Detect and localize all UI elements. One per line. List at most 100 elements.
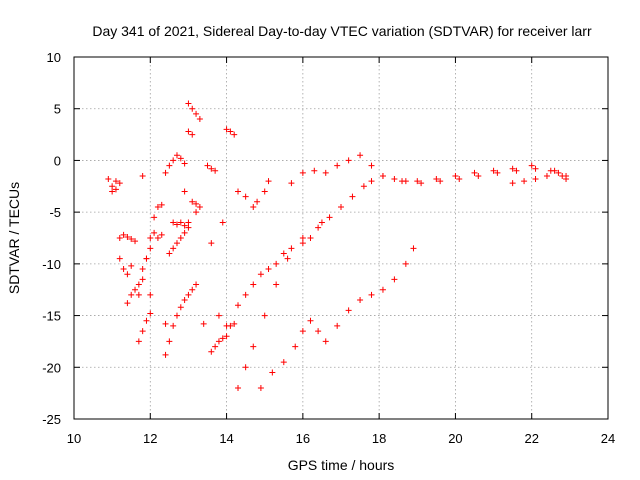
- x-tick-label: 22: [524, 431, 538, 446]
- data-point: [231, 320, 238, 327]
- data-point: [215, 338, 222, 345]
- data-point: [109, 183, 116, 190]
- data-point: [254, 198, 261, 205]
- y-tick-label: -20: [42, 360, 61, 375]
- data-point: [402, 260, 409, 267]
- data-point: [391, 276, 398, 283]
- data-point: [368, 162, 375, 169]
- series-arc-20: [227, 219, 325, 329]
- data-point: [494, 169, 501, 176]
- series-arc-3: [116, 255, 135, 278]
- data-point: [200, 320, 207, 327]
- y-tick-label: 5: [54, 102, 61, 117]
- data-point: [158, 201, 165, 208]
- series-arc-11: [166, 224, 192, 257]
- series-arc-7: [139, 245, 154, 273]
- data-point: [299, 240, 306, 247]
- data-point: [116, 235, 123, 241]
- data-point: [173, 312, 180, 319]
- data-point: [196, 116, 203, 123]
- data-point: [235, 302, 242, 309]
- data-point: [177, 155, 184, 162]
- data-point: [528, 162, 535, 169]
- data-point: [147, 310, 154, 317]
- data-point: [299, 328, 306, 335]
- series-arc-4: [124, 281, 142, 307]
- series-arc-22: [257, 245, 417, 391]
- data-point: [452, 172, 459, 179]
- y-tick-label: -15: [42, 309, 61, 324]
- data-point: [185, 219, 192, 226]
- series-isolated: [139, 172, 238, 329]
- data-point: [132, 238, 139, 245]
- data-point: [212, 343, 219, 350]
- data-point: [143, 255, 150, 262]
- data-point: [360, 183, 367, 190]
- x-tick-label: 10: [67, 431, 81, 446]
- data-point: [532, 165, 539, 172]
- plot-frame: [73, 56, 609, 420]
- data-point: [128, 262, 135, 269]
- data-points: [105, 100, 570, 391]
- data-point: [242, 291, 249, 298]
- data-point: [280, 359, 287, 366]
- data-point: [379, 286, 386, 293]
- data-point: [204, 162, 211, 169]
- data-point: [154, 203, 161, 210]
- data-point: [265, 178, 272, 185]
- series-arc-15: [189, 198, 203, 210]
- data-point: [154, 235, 161, 241]
- data-point: [273, 260, 280, 267]
- data-point: [257, 271, 264, 278]
- data-point: [235, 384, 242, 391]
- series-arc-14: [185, 128, 196, 138]
- data-point: [193, 110, 200, 117]
- data-point: [242, 364, 249, 371]
- data-point: [368, 291, 375, 298]
- series-arc-17: [223, 126, 238, 138]
- data-point: [139, 266, 146, 273]
- data-point: [124, 233, 131, 240]
- data-point: [173, 152, 180, 159]
- y-tick-label: 10: [47, 50, 61, 65]
- data-point: [543, 172, 550, 179]
- data-point: [475, 172, 482, 179]
- data-point: [139, 328, 146, 335]
- data-point: [177, 219, 184, 226]
- data-point: [162, 320, 169, 327]
- data-point: [357, 152, 364, 159]
- data-point: [135, 281, 142, 288]
- x-axis-label: GPS time / hours: [288, 457, 395, 473]
- data-point: [181, 160, 188, 167]
- data-point: [124, 271, 131, 278]
- data-point: [189, 105, 196, 112]
- series-arc-2: [116, 231, 139, 245]
- data-point: [166, 162, 173, 169]
- data-point: [532, 176, 539, 183]
- data-point: [177, 304, 184, 311]
- data-point: [349, 193, 356, 200]
- chart-title: Day 341 of 2021, Sidereal Day-to-day VTE…: [92, 23, 592, 39]
- data-point: [219, 335, 226, 342]
- x-tick-label: 18: [372, 431, 386, 446]
- data-point: [196, 203, 203, 210]
- series-arc-18: [235, 178, 272, 210]
- data-point: [379, 172, 386, 179]
- data-point: [170, 245, 177, 252]
- data-point: [273, 281, 280, 288]
- series-arc-24: [379, 165, 570, 187]
- data-point: [368, 178, 375, 185]
- data-point: [223, 126, 230, 133]
- data-point: [181, 222, 188, 229]
- data-point: [292, 343, 299, 350]
- data-point: [265, 266, 272, 273]
- data-point: [193, 209, 200, 216]
- data-point: [345, 307, 352, 314]
- data-point: [437, 178, 444, 185]
- data-point: [135, 338, 142, 345]
- x-tick-label: 24: [601, 431, 615, 446]
- data-point: [173, 240, 180, 247]
- data-point: [135, 291, 142, 298]
- x-tick-label: 20: [448, 431, 462, 446]
- y-tick-labels: -25 -20 -15 -10 -5 0 5 10: [42, 50, 61, 427]
